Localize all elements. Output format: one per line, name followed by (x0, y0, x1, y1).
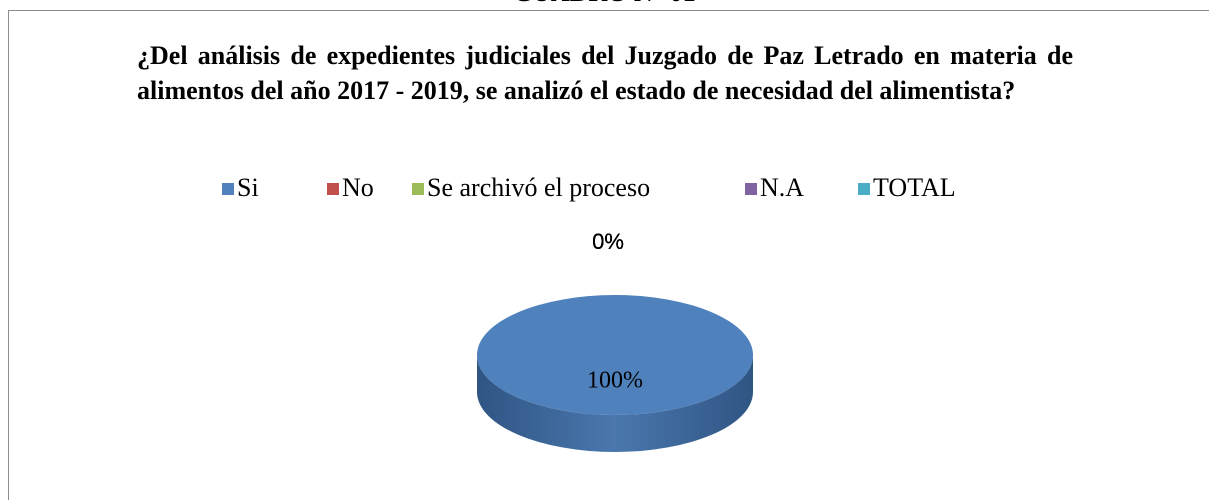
legend-label: Se archivó el proceso (427, 173, 650, 202)
legend-label: No (342, 173, 374, 202)
legend-swatch (412, 183, 424, 195)
chart-frame (8, 10, 1209, 500)
data-label: 0% (592, 229, 624, 254)
legend-label: N.A (760, 173, 804, 202)
legend-swatch (858, 183, 870, 195)
legend-swatch (222, 183, 234, 195)
legend-label: Si (237, 173, 259, 202)
data-label: 0% (592, 229, 624, 254)
data-label: 0% (592, 229, 624, 254)
pie-side (477, 355, 753, 452)
legend-swatch (745, 183, 757, 195)
data-label: 100% (587, 368, 643, 394)
legend-swatch (327, 183, 339, 195)
chart-title: ¿Del análisis de expedientes judiciales … (137, 41, 1073, 105)
chart-header: CUADRO N° 01 (0, 0, 1209, 8)
pie-slice (477, 295, 753, 415)
legend-label: TOTAL (873, 173, 956, 202)
data-label: 0% (592, 229, 624, 254)
